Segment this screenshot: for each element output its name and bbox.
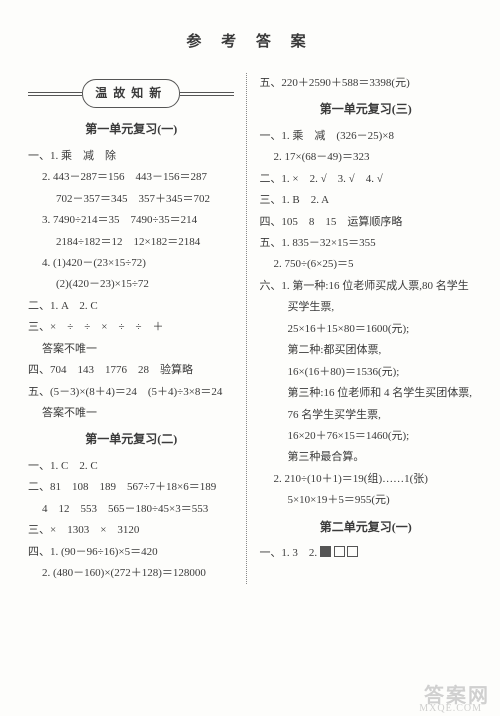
text-line: 二、81 108 189 567÷7＋18×6＝189 [28,477,234,498]
text-line: 16×(16＋80)＝1536(元); [259,362,472,383]
text-line: 第二种:都买团体票, [259,340,472,361]
text-line: 五、1. 835－32×15＝355 [259,233,472,254]
text-line: 702－357＝345 357＋345＝702 [28,189,234,210]
text-line: 二、1. A 2. C [28,296,234,317]
column-divider [246,73,247,584]
square-icon [334,546,345,557]
text-line: 76 名学生买学生票, [259,405,472,426]
page: 参 考 答 案 温故知新 第一单元复习(一) 一、1. 乘 减 除 2. 443… [0,0,500,594]
text-line: 4 12 553 565－180÷45×3＝553 [28,499,234,520]
text-line: 三、1. B 2. A [259,190,472,211]
pill-label: 温故知新 [82,79,180,108]
text-line: 四、105 8 15 运算顺序略 [259,212,472,233]
text-line: 答案不唯一 [28,339,234,360]
text-line: 2. 750÷(6×25)＝5 [259,254,472,275]
text-line: 一、1. C 2. C [28,456,234,477]
text-line: 答案不唯一 [28,403,234,424]
section-heading: 第一单元复习(三) [259,98,472,121]
text-line: 5×10×19＋5＝955(元) [259,490,472,511]
text-line: 三、× 1303 × 3120 [28,520,234,541]
square-icon [320,546,331,557]
text-line: 五、(5－3)×(8＋4)＝24 (5＋4)÷3×8＝24 [28,382,234,403]
text-line: 第三种最合算。 [259,447,472,468]
text-line: 2184÷182＝12 12×182＝2184 [28,232,234,253]
text-line: 一、1. 3 2. [259,543,472,564]
pill-banner: 温故知新 [28,79,234,108]
text-line: 2. (480－160)×(272＋128)＝128000 [28,563,234,584]
text-line: 二、1. × 2. √ 3. √ 4. √ [259,169,472,190]
text-line: 2. 210÷(10＋1)＝19(组)……1(张) [259,469,472,490]
columns: 温故知新 第一单元复习(一) 一、1. 乘 减 除 2. 443－287＝156… [28,73,472,584]
pill-line-right [180,92,234,96]
text-line: 3. 7490÷214＝35 7490÷35＝214 [28,210,234,231]
section-heading: 第二单元复习(一) [259,516,472,539]
text-line: 2. 17×(68－49)＝323 [259,147,472,168]
section-heading: 第一单元复习(一) [28,118,234,141]
square-icon [347,546,358,557]
text-line: 五、220＋2590＋588＝3398(元) [259,73,472,94]
line-prefix: 一、1. 3 2. [259,547,317,559]
text-line: 买学生票, [259,297,472,318]
text-line: 四、704 143 1776 28 验算略 [28,360,234,381]
text-line: 第三种:16 位老师和 4 名学生买团体票, [259,383,472,404]
page-title: 参 考 答 案 [28,30,472,51]
text-line: 一、1. 乘 减 除 [28,146,234,167]
text-line: 四、1. (90－96÷16)×5＝420 [28,542,234,563]
text-line: 16×20＋76×15＝1460(元); [259,426,472,447]
left-column: 温故知新 第一单元复习(一) 一、1. 乘 减 除 2. 443－287＝156… [28,73,234,584]
text-line: 六、1. 第一种:16 位老师买成人票,80 名学生 [259,276,472,297]
watermark-sub: MXQE.COM [419,703,482,714]
text-line: 一、1. 乘 减 (326－25)×8 [259,126,472,147]
text-line: 2. 443－287＝156 443－156＝287 [28,167,234,188]
text-line: 4. (1)420－(23×15÷72) [28,253,234,274]
text-line: (2)(420－23)×15÷72 [28,274,234,295]
text-line: 25×16＋15×80＝1600(元); [259,319,472,340]
pill-line-left [28,92,82,96]
text-line: 三、× ÷ ÷ × ÷ ÷ ＋ [28,317,234,338]
section-heading: 第一单元复习(二) [28,428,234,451]
right-column: 五、220＋2590＋588＝3398(元) 第一单元复习(三) 一、1. 乘 … [259,73,472,584]
